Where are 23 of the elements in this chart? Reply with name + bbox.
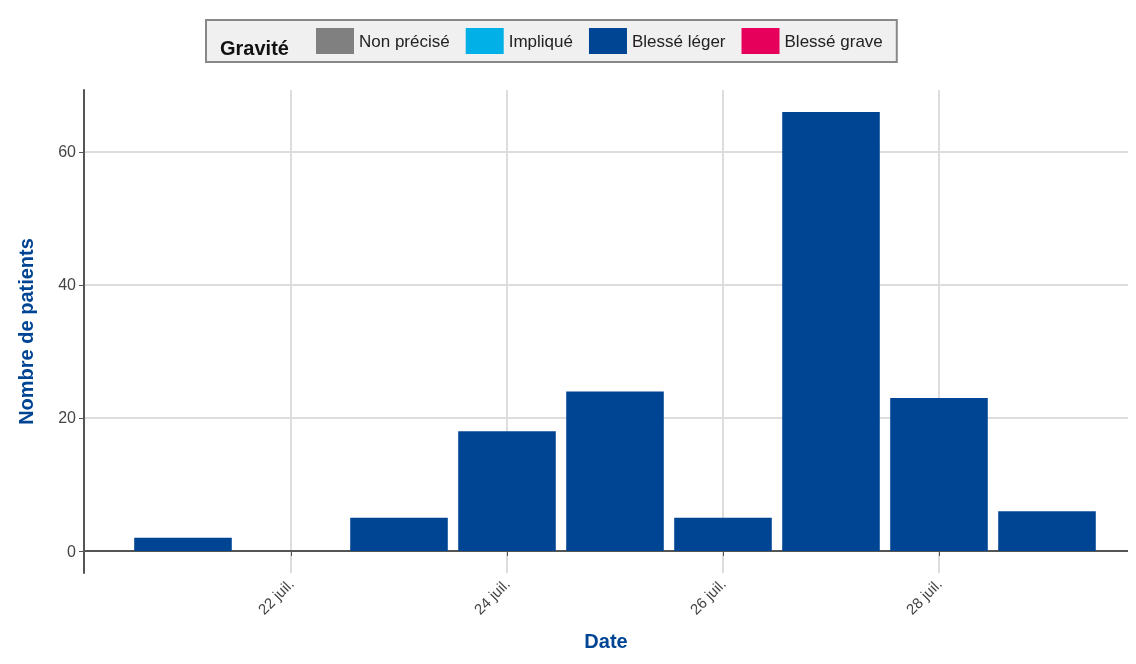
y-tick-label: 20	[58, 409, 77, 427]
legend-label: Impliqué	[508, 31, 573, 51]
bar	[458, 431, 556, 552]
bar	[350, 517, 448, 552]
bar	[890, 398, 988, 552]
y-tick-label: 60	[58, 143, 77, 161]
bar	[998, 511, 1096, 552]
legend-label: Non précisé	[359, 31, 450, 51]
bar	[566, 391, 664, 552]
x-tick-label: 28 juil.	[902, 574, 946, 618]
y-tick-label: 40	[58, 276, 77, 294]
bar	[134, 537, 232, 552]
y-axis-title: Nombre de patients	[15, 238, 37, 425]
legend-title: Gravité	[220, 37, 289, 59]
y-tick-label: 0	[67, 542, 77, 560]
bar	[782, 111, 880, 552]
legend-label: Blessé léger	[631, 31, 726, 51]
x-tick-label: 22 juil.	[254, 574, 298, 618]
x-tick-label: 24 juil.	[470, 574, 514, 618]
x-axis-title: Date	[584, 630, 628, 652]
x-tick-label: 26 juil.	[686, 574, 730, 618]
bar	[674, 517, 772, 552]
legend-label: Blessé grave	[784, 31, 883, 51]
